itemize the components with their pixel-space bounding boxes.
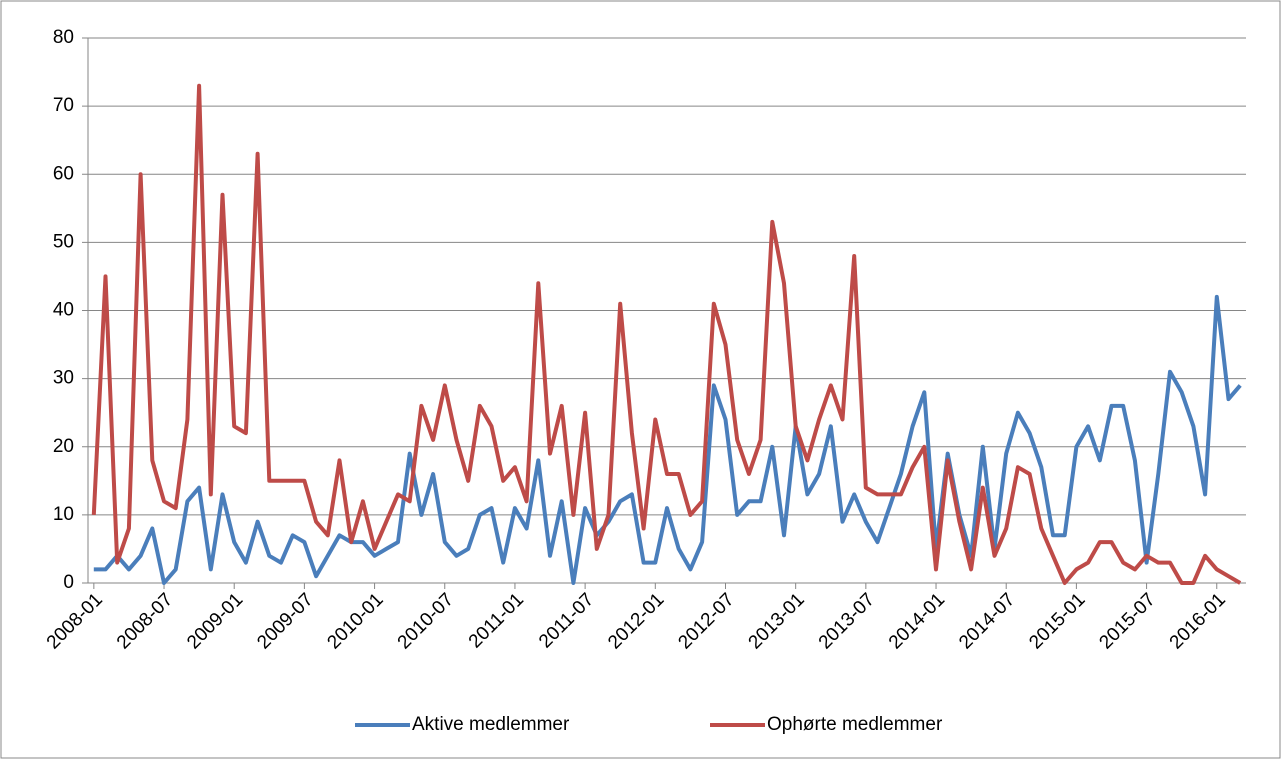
legend-label: Aktive medlemmer (412, 714, 570, 735)
y-tick-label: 70 (53, 95, 74, 116)
line-series (93, 294, 1242, 585)
y-tick-label: 10 (53, 504, 74, 525)
y-tick-label: 40 (53, 300, 74, 321)
y-tick-label: 0 (63, 572, 74, 593)
y-tick-label: 20 (53, 436, 74, 457)
legend-label: Ophørte medlemmer (767, 714, 943, 735)
y-tick-label: 60 (53, 163, 74, 184)
line-series (91, 83, 1242, 585)
y-tick-label: 80 (53, 27, 74, 48)
y-tick-label: 30 (53, 368, 74, 389)
y-tick-label: 50 (53, 231, 74, 252)
